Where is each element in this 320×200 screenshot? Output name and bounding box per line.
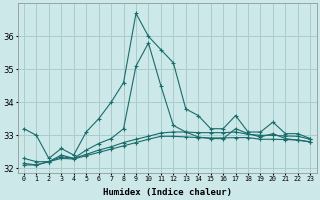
X-axis label: Humidex (Indice chaleur): Humidex (Indice chaleur) — [103, 188, 232, 197]
